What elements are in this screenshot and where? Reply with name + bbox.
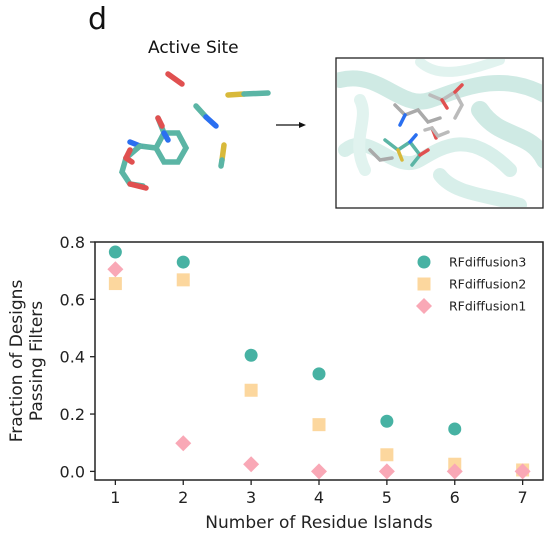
- point-rfdiffusion1: [311, 463, 327, 480]
- point-rfdiffusion3: [176, 255, 190, 269]
- legend: RFdiffusion3 RFdiffusion2 RFdiffusion1: [416, 255, 526, 314]
- legend-marker-rfdiffusion2: [417, 277, 431, 291]
- y-tick-label: 0.0: [60, 462, 85, 481]
- y-axis-label-line: Passing Filters: [27, 301, 47, 421]
- y-tick-label: 0.6: [60, 290, 85, 309]
- point-rfdiffusion2: [380, 448, 394, 462]
- fragment-bond: [241, 90, 271, 97]
- fragment-bond: [165, 71, 185, 87]
- legend-label: RFdiffusion3: [449, 255, 526, 270]
- fragment-bond: [203, 114, 219, 129]
- helix: [415, 59, 505, 77]
- arrow-icon: [276, 122, 306, 128]
- y-tick-label: 0.8: [60, 233, 85, 252]
- x-tick-label: 3: [246, 488, 256, 507]
- legend-label: RFdiffusion2: [449, 277, 526, 292]
- helix: [337, 70, 542, 110]
- point-rfdiffusion2: [312, 418, 326, 432]
- fragment-bond: [161, 130, 171, 143]
- x-axis-label: Number of Residue Islands: [205, 513, 433, 533]
- point-rfdiffusion1: [175, 435, 192, 452]
- fragment-bond: [123, 155, 135, 165]
- x-tick-label: 4: [314, 488, 324, 507]
- axis-ticks: 1 2 3 4 5 6 7 0.0 0.2 0.4 0.6 0.8: [60, 233, 528, 507]
- point-rfdiffusion2: [176, 273, 190, 287]
- helix: [338, 137, 517, 177]
- point-rfdiffusion1: [446, 463, 463, 480]
- helix: [353, 94, 371, 176]
- fragment-bond: [218, 157, 225, 169]
- protein-inset: [335, 57, 544, 209]
- helix: [471, 101, 542, 169]
- point-rfdiffusion1: [107, 261, 124, 278]
- point-rfdiffusion3: [380, 414, 394, 428]
- active-site-fragments: [119, 71, 271, 191]
- legend-label: RFdiffusion1: [449, 299, 526, 314]
- ligand-sticks: [368, 83, 464, 167]
- point-rfdiffusion1: [243, 456, 260, 473]
- point-rfdiffusion3: [312, 367, 326, 381]
- y-tick-label: 0.4: [60, 348, 85, 367]
- fragment-bond: [127, 181, 149, 191]
- fragment-bond: [155, 115, 165, 129]
- x-tick-label: 1: [110, 488, 120, 507]
- y-tick-label: 0.2: [60, 405, 85, 424]
- y-axis-label-line: Fraction of Designs: [7, 280, 27, 443]
- helix: [433, 168, 527, 207]
- active-site-title: Active Site: [148, 38, 239, 58]
- x-tick-label: 6: [450, 488, 460, 507]
- data-points: [107, 245, 531, 480]
- panel-label: d: [88, 2, 108, 37]
- x-tick-label: 7: [518, 488, 528, 507]
- point-rfdiffusion1: [514, 463, 531, 480]
- point-rfdiffusion1: [378, 463, 395, 480]
- point-rfdiffusion3: [108, 245, 122, 259]
- point-rfdiffusion3: [244, 348, 258, 362]
- y-axis-label: Fraction of Designs Passing Filters: [7, 280, 47, 443]
- plot-area-frame: [94, 241, 544, 481]
- active-site-illustration: [119, 57, 544, 209]
- legend-marker-rfdiffusion1: [416, 298, 432, 314]
- x-tick-label: 2: [178, 488, 188, 507]
- x-tick-label: 5: [382, 488, 392, 507]
- point-rfdiffusion2: [244, 383, 258, 397]
- legend-marker-rfdiffusion3: [417, 255, 431, 269]
- point-rfdiffusion2: [108, 277, 122, 291]
- point-rfdiffusion3: [448, 422, 462, 436]
